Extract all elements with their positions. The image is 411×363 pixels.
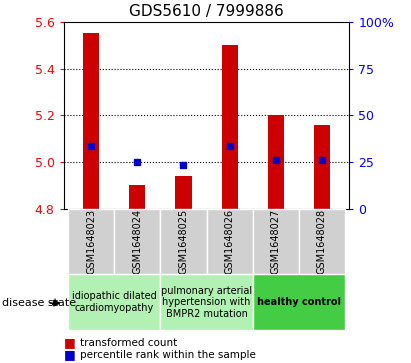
Bar <box>268 115 284 209</box>
Text: transformed count: transformed count <box>80 338 178 348</box>
Bar <box>68 274 160 330</box>
Text: disease state: disease state <box>2 298 76 308</box>
Text: healthy control: healthy control <box>257 297 341 307</box>
Bar <box>160 209 207 274</box>
Text: pulmonary arterial
hypertension with
BMPR2 mutation: pulmonary arterial hypertension with BMP… <box>161 286 252 319</box>
Bar <box>314 125 330 209</box>
Bar <box>299 209 345 274</box>
Text: ■: ■ <box>64 337 76 350</box>
Text: percentile rank within the sample: percentile rank within the sample <box>80 350 256 360</box>
Text: idiopathic dilated
cardiomyopathy: idiopathic dilated cardiomyopathy <box>72 291 157 313</box>
Text: GSM1648025: GSM1648025 <box>178 209 189 274</box>
Text: GSM1648026: GSM1648026 <box>224 209 235 274</box>
Text: GSM1648027: GSM1648027 <box>270 209 281 274</box>
Title: GDS5610 / 7999886: GDS5610 / 7999886 <box>129 4 284 19</box>
Text: GSM1648024: GSM1648024 <box>132 209 143 274</box>
Bar <box>222 45 238 209</box>
Text: GSM1648028: GSM1648028 <box>317 209 327 274</box>
Bar <box>114 209 160 274</box>
Bar <box>83 33 99 209</box>
Bar <box>253 274 345 330</box>
Bar <box>253 209 299 274</box>
Bar <box>68 209 114 274</box>
Bar <box>206 209 253 274</box>
Bar <box>160 274 253 330</box>
Bar <box>129 185 145 209</box>
Text: ■: ■ <box>64 348 76 362</box>
Text: GSM1648023: GSM1648023 <box>86 209 96 274</box>
Bar <box>175 176 192 209</box>
